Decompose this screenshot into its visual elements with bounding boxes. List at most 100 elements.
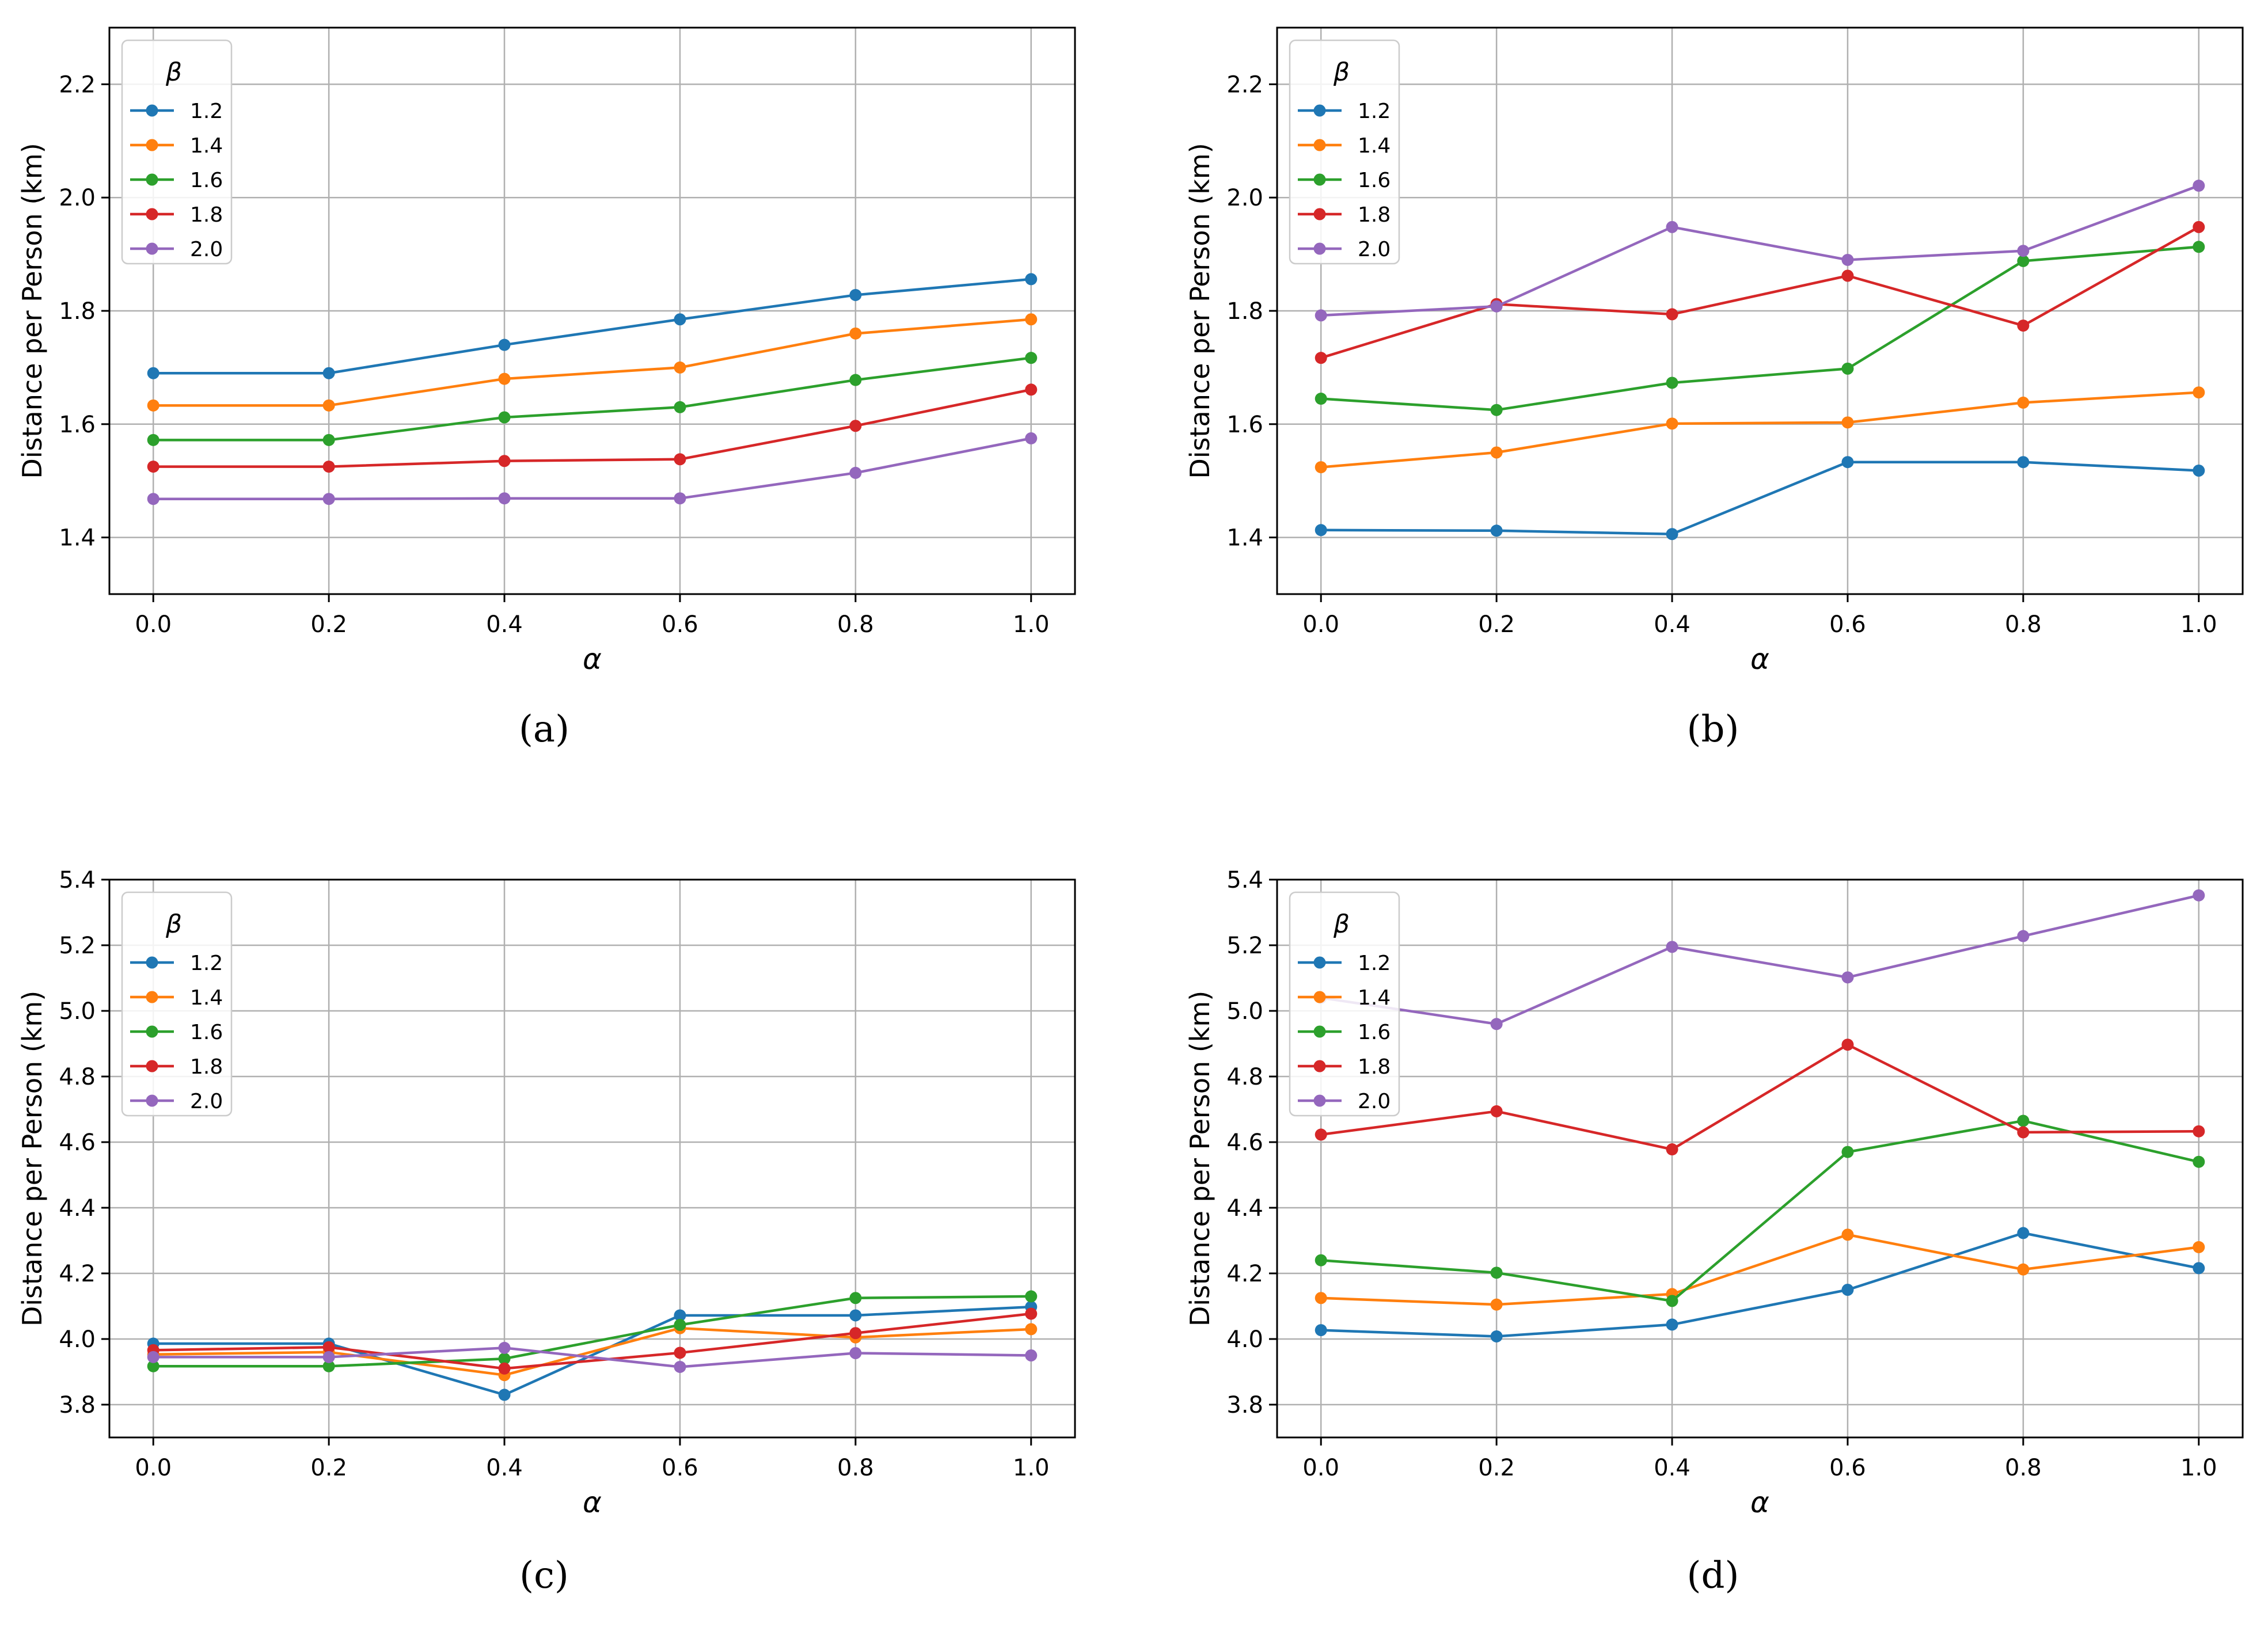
data-point-1.2-5: [2193, 1262, 2205, 1275]
data-point-1.2-0: [147, 367, 159, 379]
legend-label: 1.8: [1358, 1055, 1391, 1079]
data-point-1.8-0: [1315, 352, 1327, 364]
series-line-1.6: [153, 1295, 1031, 1368]
legend-swatch-marker: [146, 208, 158, 220]
y-axis-label: Distance per Person (km): [17, 991, 48, 1326]
legend-swatch-marker: [1313, 208, 1326, 220]
data-point-1.2-4: [2017, 1227, 2030, 1239]
data-point-1.6-0: [147, 1360, 159, 1372]
data-point-1.4-3: [674, 361, 686, 374]
y-tick-label: 4.8: [59, 1064, 96, 1090]
legend: β 1.2 1.4 1.6 1.8 2.0: [1289, 891, 1400, 1117]
data-point-2.0-5: [1025, 432, 1038, 444]
legend-swatch-marker: [146, 139, 158, 151]
data-point-1.6-1: [1490, 1266, 1503, 1279]
series-line-1.6: [1321, 1119, 2199, 1303]
legend-swatch-marker: [1313, 991, 1326, 1003]
x-tick-label: 0.4: [1654, 611, 1690, 638]
series-line-1.4: [153, 1326, 1031, 1376]
y-tick-label: 5.4: [1226, 867, 1263, 893]
data-point-1.6-1: [322, 433, 335, 446]
data-point-2.0-2: [498, 492, 511, 505]
legend-label: 1.8: [190, 1055, 223, 1079]
data-point-1.2-5: [1025, 273, 1038, 286]
series-line-2.0: [1321, 184, 2199, 317]
x-tick-label: 1.0: [2180, 1455, 2217, 1481]
chart-panel-b: 0.0 0.2 0.4 0.6 0.8 1.0 1.4 1.6 1.8 2.0 2.2 α Distan…: [1184, 26, 2244, 676]
data-point-1.6-5: [1025, 1290, 1038, 1303]
legend-swatch-marker: [1313, 242, 1326, 255]
data-point-1.8-1: [322, 461, 335, 473]
series-line-1.2: [1321, 1231, 2199, 1338]
data-point-1.8-0: [1315, 1128, 1327, 1141]
data-point-1.4-4: [2017, 1263, 2030, 1276]
chart-panel-c: 0.0 0.2 0.4 0.6 0.8 1.0 3.8 4.0 4.2 4.4 4.6 4.8 5.0 5…: [17, 867, 1076, 1519]
legend-swatch-marker: [146, 242, 158, 255]
data-point-1.2-2: [498, 1389, 511, 1401]
y-tick-label: 2.0: [1226, 185, 1263, 211]
data-point-2.0-4: [849, 1347, 862, 1360]
x-tick-label: 0.2: [310, 611, 347, 638]
series-line-1.8: [153, 388, 1032, 468]
legend-swatch-marker: [1313, 1060, 1326, 1072]
x-tick-label: 0.6: [662, 1455, 698, 1481]
legend-swatch-marker: [1313, 139, 1326, 151]
legend-box: [121, 891, 233, 1117]
caption-c: (c): [519, 1554, 569, 1597]
data-point-1.8-5: [2193, 220, 2205, 233]
data-point-2.0-1: [1490, 1018, 1503, 1030]
data-point-1.4-1: [322, 399, 335, 412]
data-point-1.8-5: [2193, 1125, 2205, 1138]
data-point-2.0-5: [2193, 180, 2205, 192]
caption-a: (a): [518, 708, 570, 751]
data-point-1.6-3: [1841, 362, 1854, 375]
data-point-1.4-1: [1490, 1298, 1503, 1311]
series-line-1.2: [153, 1305, 1031, 1397]
data-point-1.2-1: [1490, 1330, 1503, 1342]
data-point-2.0-1: [322, 493, 335, 505]
x-tick-label: 0.2: [310, 1455, 347, 1481]
y-tick-label: 1.8: [59, 298, 96, 325]
data-point-1.4-2: [498, 372, 511, 385]
data-point-1.4-5: [2193, 1241, 2205, 1253]
y-tick-label: 4.6: [1226, 1129, 1263, 1156]
data-point-1.4-4: [849, 327, 862, 340]
data-point-1.6-0: [1315, 1254, 1327, 1266]
series-line-1.6: [1321, 245, 2199, 412]
x-axis-label: α: [1750, 1486, 1769, 1519]
data-point-1.8-5: [1025, 1307, 1038, 1320]
series-line-1.6: [153, 356, 1032, 442]
data-point-1.4-0: [147, 399, 159, 412]
legend-box: [121, 39, 233, 265]
legend-swatch-marker: [1313, 173, 1326, 186]
legend-label: 1.6: [1358, 169, 1391, 192]
y-tick-label: 2.2: [59, 71, 96, 98]
y-tick-label: 4.0: [1226, 1326, 1263, 1353]
x-tick-label: 0.6: [1829, 611, 1866, 638]
data-point-1.8-4: [849, 420, 862, 432]
data-point-1.8-5: [1025, 383, 1038, 396]
series-line-1.4: [1321, 391, 2199, 469]
x-tick-label: 0.8: [2005, 611, 2042, 638]
data-point-1.4-4: [2017, 396, 2030, 409]
y-tick-label: 3.8: [1226, 1392, 1263, 1418]
data-point-1.8-2: [1666, 308, 1678, 321]
data-point-2.0-5: [2193, 889, 2205, 902]
legend: β 1.2 1.4 1.6 1.8 2.0: [121, 891, 233, 1117]
y-tick-label: 5.2: [1226, 933, 1263, 959]
series-line-2.0: [153, 1346, 1031, 1368]
y-tick-label: 4.2: [59, 1261, 96, 1287]
data-point-1.2-4: [849, 1309, 862, 1322]
x-tick-label: 0.8: [837, 611, 874, 638]
legend-label: 1.6: [190, 169, 223, 192]
y-tick-label: 5.4: [59, 867, 96, 893]
data-point-1.2-0: [1315, 1324, 1327, 1337]
x-tick-label: 0.2: [1478, 1455, 1515, 1481]
data-point-1.6-2: [498, 1352, 511, 1365]
series-line-2.0: [153, 437, 1032, 500]
y-tick-label: 5.2: [59, 933, 96, 959]
series-line-2.0: [1320, 894, 2199, 1026]
x-axis-label: α: [583, 642, 602, 676]
y-axis-label: Distance per Person (km): [17, 143, 48, 478]
series-line-1.4: [153, 318, 1031, 407]
